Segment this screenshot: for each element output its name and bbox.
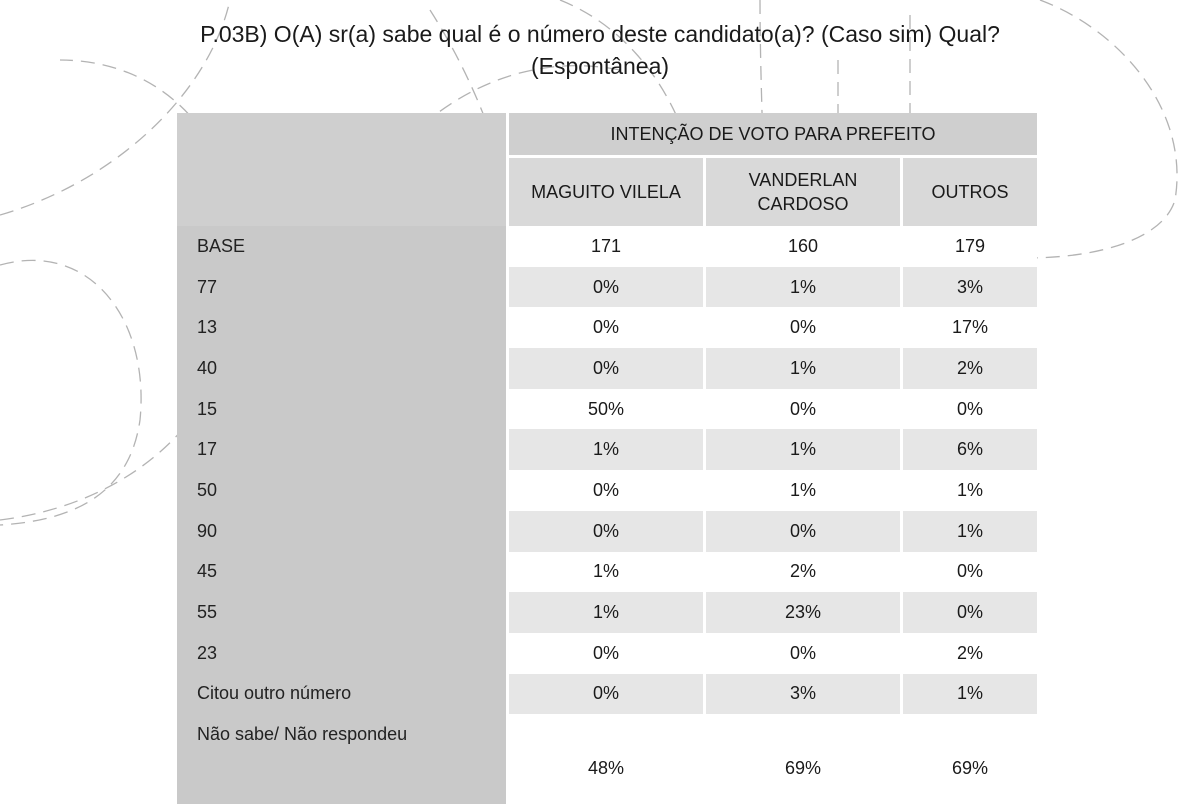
table-cell: 69% (703, 714, 900, 804)
survey-table: INTENÇÃO DE VOTO PARA PREFEITO MAGUITO V… (177, 113, 1037, 804)
table-body: BASE 171 160 179 77 0% 1% 3% 13 0% 0% 17% 40 0% 1% 2% 15… (177, 226, 1037, 804)
table-cell: 1% (506, 429, 703, 471)
table-cell: 0% (703, 388, 900, 430)
table-cell: 0% (506, 470, 703, 511)
column-header-outros: OUTROS (900, 155, 1037, 226)
table-row: 17 1% 1% 6% (177, 429, 1037, 471)
row-label: 45 (177, 551, 506, 593)
table-row: 13 0% 0% 17% (177, 307, 1037, 349)
row-label: 77 (177, 266, 506, 308)
row-label: 17 (177, 429, 506, 471)
table-cell: 3% (703, 673, 900, 715)
table-cell: 2% (900, 348, 1037, 389)
table-cell: 1% (506, 551, 703, 593)
table-cell: 17% (900, 307, 1037, 349)
table-cell: 2% (703, 551, 900, 593)
table-cell: 0% (506, 510, 703, 552)
table-row: 90 0% 0% 1% (177, 510, 1037, 552)
table-cell: 160 (703, 226, 900, 267)
row-label: 23 (177, 632, 506, 674)
table-row: 55 1% 23% 0% (177, 592, 1037, 633)
table-corner (177, 113, 506, 226)
row-label: 15 (177, 388, 506, 430)
column-header-vanderlan: VANDERLAN CARDOSO (703, 155, 900, 226)
table-cell: 23% (703, 592, 900, 633)
table-cell: 1% (506, 592, 703, 633)
column-header-maguito: MAGUITO VILELA (506, 155, 703, 226)
table-row: 45 1% 2% 0% (177, 551, 1037, 593)
table-cell: 0% (703, 510, 900, 552)
table-cell: 1% (703, 266, 900, 308)
table-cell: 0% (703, 632, 900, 674)
row-label: BASE (177, 226, 506, 267)
table-cell: 2% (900, 632, 1037, 674)
table-cell: 0% (703, 307, 900, 349)
table-row: 23 0% 0% 2% (177, 632, 1037, 674)
table-cell: 50% (506, 388, 703, 430)
table-row: Não sabe/ Não respondeu 48% 69% 69% (177, 714, 1037, 804)
table-row: Citou outro número 0% 3% 1% (177, 673, 1037, 715)
table-cell: 6% (900, 429, 1037, 471)
table-cell: 0% (900, 388, 1037, 430)
row-label: 50 (177, 470, 506, 511)
table-cell: 171 (506, 226, 703, 267)
table-cell: 1% (900, 510, 1037, 552)
row-label: Não sabe/ Não respondeu (177, 714, 506, 804)
table-cell: 0% (900, 551, 1037, 593)
table-cell: 1% (900, 470, 1037, 511)
table-cell: 0% (900, 592, 1037, 633)
row-label: Citou outro número (177, 673, 506, 715)
table-cell: 1% (703, 429, 900, 471)
survey-table-container: INTENÇÃO DE VOTO PARA PREFEITO MAGUITO V… (177, 113, 1037, 804)
table-cell: 69% (900, 714, 1037, 804)
table-row: 15 50% 0% 0% (177, 388, 1037, 430)
group-header: INTENÇÃO DE VOTO PARA PREFEITO (506, 113, 1037, 155)
table-cell: 0% (506, 307, 703, 349)
table-cell: 0% (506, 632, 703, 674)
table-cell: 48% (506, 714, 703, 804)
table-cell: 0% (506, 348, 703, 389)
row-label: 40 (177, 348, 506, 389)
row-label: 55 (177, 592, 506, 633)
table-cell: 0% (506, 673, 703, 715)
row-label: 90 (177, 510, 506, 552)
table-row: BASE 171 160 179 (177, 226, 1037, 267)
page-title: P.03B) O(A) sr(a) sabe qual é o número d… (200, 21, 1000, 79)
table-cell: 1% (900, 673, 1037, 715)
table-row: 40 0% 1% 2% (177, 348, 1037, 389)
table-cell: 1% (703, 470, 900, 511)
row-label: 13 (177, 307, 506, 349)
table-cell: 179 (900, 226, 1037, 267)
table-cell: 0% (506, 266, 703, 308)
table-cell: 1% (703, 348, 900, 389)
table-row: 77 0% 1% 3% (177, 266, 1037, 308)
table-cell: 3% (900, 266, 1037, 308)
table-row: 50 0% 1% 1% (177, 470, 1037, 511)
